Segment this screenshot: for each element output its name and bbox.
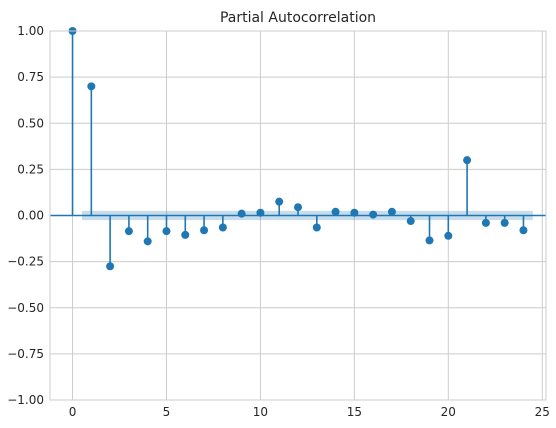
stem-marker-lag-7 <box>200 226 209 235</box>
stem-marker-lag-16 <box>369 210 378 219</box>
stem-marker-lag-17 <box>387 207 396 216</box>
y-tick-labels: −1.00 −0.75 −0.50 −0.25 0.00 0.25 0.50 0.75 1.00 <box>7 24 44 407</box>
stem-marker-lag-9 <box>237 209 246 218</box>
stem-marker-lag-6 <box>181 230 190 239</box>
x-tick-label: 5 <box>163 405 171 419</box>
x-tick-label: 15 <box>347 405 362 419</box>
stem-series <box>50 27 546 271</box>
stem-marker-lag-1 <box>87 82 96 91</box>
x-tick-label: 25 <box>535 405 550 419</box>
stem-marker-lag-21 <box>463 156 472 165</box>
axes <box>49 30 547 401</box>
axes-frame <box>49 30 547 401</box>
y-tick-label: 0.25 <box>17 162 44 176</box>
x-tick-labels: 0 5 10 15 20 25 <box>69 405 550 419</box>
stem-marker-lag-12 <box>294 203 302 212</box>
stem-marker-lag-23 <box>500 218 509 227</box>
stem-marker-lag-18 <box>406 217 415 226</box>
x-tick-label: 20 <box>441 405 456 419</box>
y-tick-label: 0.75 <box>17 70 44 84</box>
y-tick-label: 0.00 <box>17 209 44 223</box>
y-tick-label: −0.25 <box>7 255 44 269</box>
stem-marker-lag-3 <box>124 227 133 236</box>
stem-marker-lag-13 <box>312 223 321 232</box>
stem-marker-lag-20 <box>444 231 453 240</box>
stem-marker-lag-4 <box>143 237 152 246</box>
chart-title: Partial Autocorrelation <box>220 10 376 26</box>
stem-marker-lag-14 <box>331 207 340 216</box>
x-tick-label: 0 <box>69 405 77 419</box>
stem-marker-lag-10 <box>256 208 265 217</box>
stem-marker-lag-11 <box>275 197 284 206</box>
x-tick-label: 10 <box>253 405 268 419</box>
y-tick-label: −0.50 <box>7 301 44 315</box>
y-tick-label: −1.00 <box>7 393 44 407</box>
stem-marker-lag-2 <box>106 262 115 271</box>
y-tick-label: 0.50 <box>17 116 44 130</box>
stem-marker-lag-8 <box>218 223 227 232</box>
stem-marker-lag-5 <box>162 227 171 236</box>
y-tick-label: 1.00 <box>17 24 44 38</box>
y-tick-label: −0.75 <box>7 347 44 361</box>
stem-marker-lag-24 <box>519 226 528 235</box>
stem-marker-lag-19 <box>425 236 434 245</box>
stem-marker-lag-22 <box>481 218 490 227</box>
stem-marker-lag-15 <box>350 208 359 217</box>
